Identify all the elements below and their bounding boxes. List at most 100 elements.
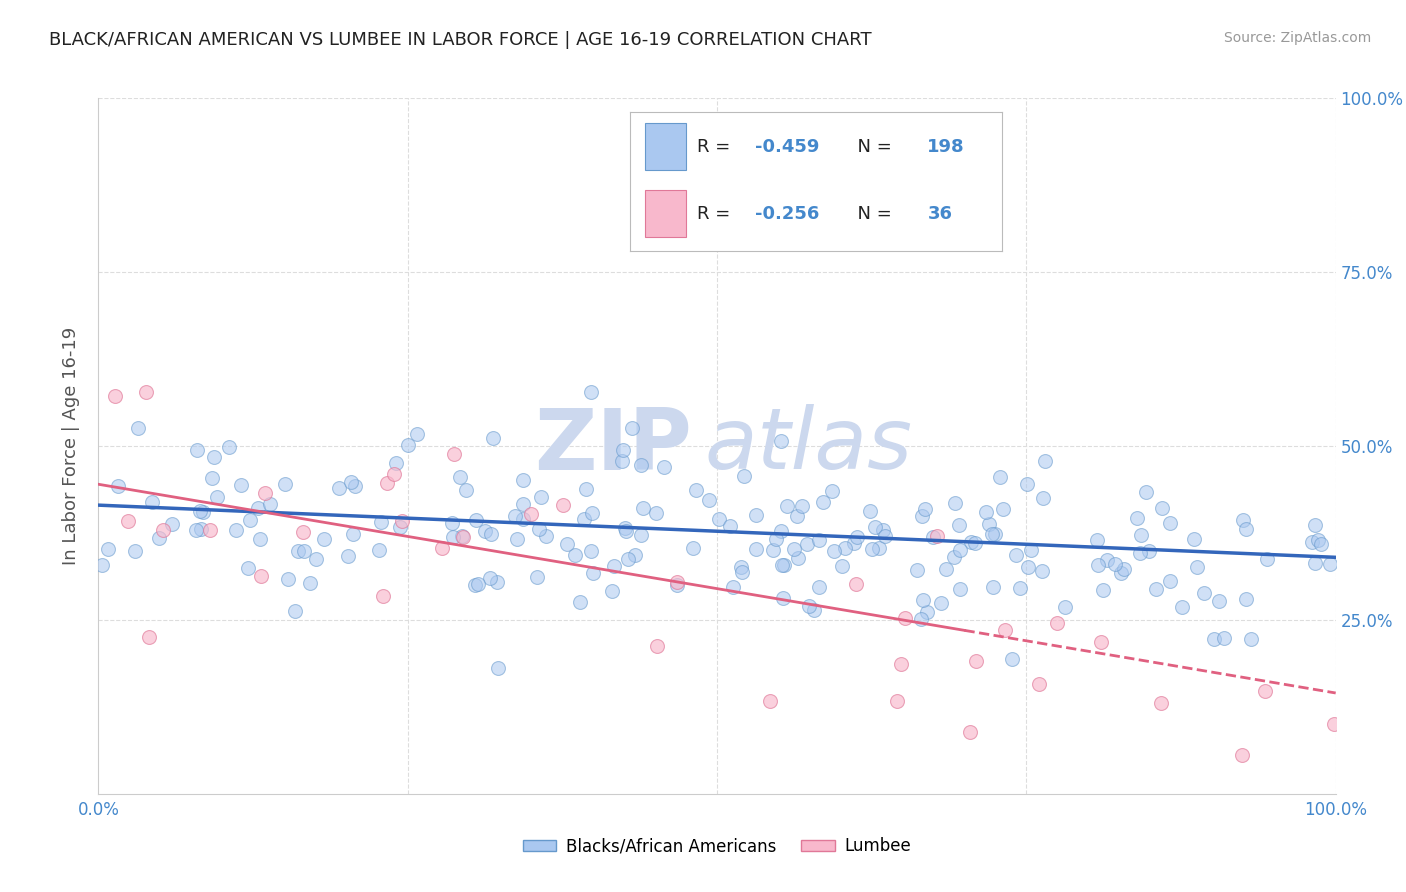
Point: [1032, 491, 1054, 506]
Point: [450, 529, 472, 543]
Point: [730, 559, 752, 574]
Point: [141, 495, 163, 509]
Point: [186, 442, 208, 457]
Point: [1185, 560, 1208, 574]
Point: [526, 570, 548, 584]
Point: [505, 509, 527, 524]
Point: [1319, 558, 1341, 572]
Point: [512, 512, 534, 526]
Point: [823, 543, 845, 558]
Point: [97, 541, 120, 556]
Point: [1137, 544, 1160, 558]
Point: [205, 490, 228, 504]
Text: BLACK/AFRICAN AMERICAN VS LUMBEE IN LABOR FORCE | AGE 16-19 CORRELATION CHART: BLACK/AFRICAN AMERICAN VS LUMBEE IN LABO…: [49, 31, 872, 49]
Point: [948, 518, 970, 533]
Point: [304, 551, 326, 566]
Point: [1114, 562, 1136, 576]
Point: [1240, 632, 1263, 647]
Point: [949, 543, 972, 558]
Point: [90, 558, 112, 573]
Point: [1232, 513, 1254, 527]
Point: [1000, 652, 1022, 666]
Point: [292, 543, 315, 558]
Point: [190, 522, 212, 536]
Point: [284, 604, 307, 618]
Point: [769, 524, 792, 538]
Point: [340, 475, 363, 489]
Point: [225, 523, 247, 537]
Point: [1306, 533, 1329, 547]
Point: [186, 523, 208, 537]
Point: [844, 535, 866, 549]
Point: [441, 530, 464, 544]
Point: [610, 453, 633, 467]
Point: [135, 384, 157, 399]
Point: [935, 561, 957, 575]
Point: [579, 385, 602, 400]
Point: [193, 505, 215, 519]
Point: [765, 533, 787, 547]
Point: [1046, 616, 1069, 631]
Point: [479, 527, 502, 541]
Point: [1150, 500, 1173, 515]
Point: [454, 483, 477, 497]
Point: [236, 561, 259, 575]
Point: [769, 434, 792, 448]
Point: [474, 524, 496, 538]
Point: [943, 550, 966, 565]
Point: [723, 580, 745, 594]
Point: [910, 509, 932, 524]
Point: [868, 541, 890, 555]
Point: [645, 506, 668, 520]
Point: [834, 541, 856, 555]
Point: [803, 603, 825, 617]
Point: [977, 517, 1000, 532]
Point: [344, 479, 367, 493]
Point: [796, 537, 818, 551]
Point: [831, 559, 853, 574]
Point: [1159, 516, 1181, 530]
Point: [527, 522, 550, 536]
Point: [709, 512, 731, 526]
Point: [991, 501, 1014, 516]
Point: [860, 541, 883, 556]
Point: [581, 566, 603, 580]
Point: [1144, 582, 1167, 596]
Point: [600, 583, 623, 598]
Point: [654, 459, 676, 474]
Point: [328, 482, 350, 496]
Point: [486, 661, 509, 675]
Point: [773, 558, 796, 572]
Point: [107, 479, 129, 493]
Point: [239, 513, 262, 527]
Point: [249, 568, 271, 582]
Point: [665, 575, 688, 590]
Point: [277, 573, 299, 587]
Point: [1256, 551, 1278, 566]
Point: [922, 530, 945, 544]
Point: [464, 578, 486, 592]
Point: [1254, 684, 1277, 698]
Point: [1053, 599, 1076, 614]
Point: [564, 549, 586, 563]
Point: [127, 421, 149, 435]
Point: [931, 596, 953, 610]
Point: [697, 492, 720, 507]
Point: [1005, 548, 1028, 562]
Point: [949, 582, 972, 596]
Point: [138, 630, 160, 644]
Point: [745, 541, 768, 556]
Point: [579, 543, 602, 558]
Point: [388, 519, 411, 533]
Point: [915, 606, 938, 620]
Point: [371, 590, 394, 604]
Point: [863, 519, 886, 533]
Point: [914, 502, 936, 516]
Point: [259, 497, 281, 511]
Point: [104, 389, 127, 403]
Point: [1095, 553, 1118, 567]
Point: [910, 612, 932, 626]
Point: [1028, 676, 1050, 690]
Point: [152, 523, 174, 537]
Point: [786, 508, 808, 523]
